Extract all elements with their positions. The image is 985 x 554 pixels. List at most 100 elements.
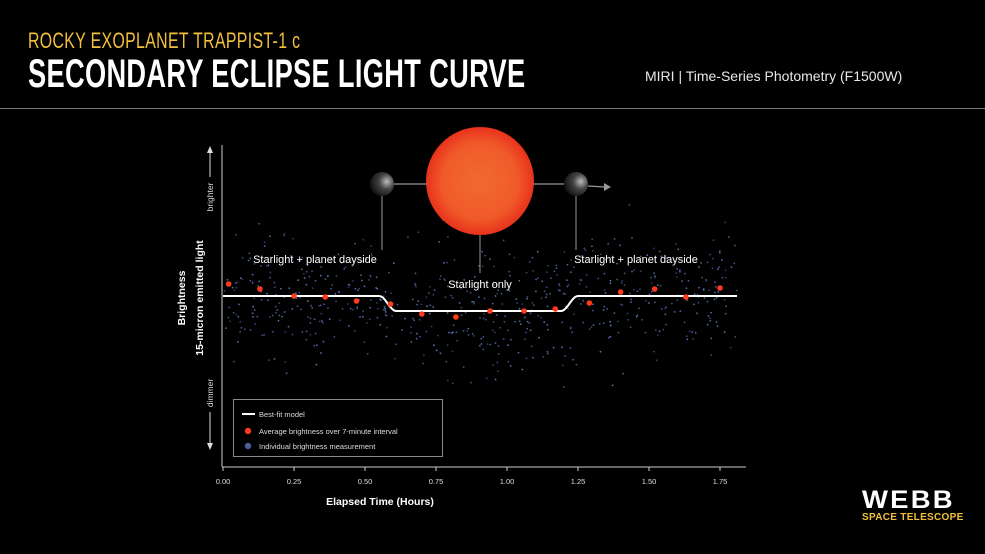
individual-measurement-point [273, 281, 276, 284]
individual-measurement-point [249, 257, 252, 259]
individual-measurement-point [543, 290, 546, 293]
individual-measurement-point [353, 330, 356, 332]
individual-measurement-point [283, 232, 286, 235]
individual-measurement-point [635, 315, 638, 318]
arrow-head-icon [604, 183, 611, 191]
individual-measurement-point [631, 237, 633, 239]
individual-measurement-point [561, 321, 563, 324]
individual-measurement-point [436, 349, 438, 351]
individual-measurement-point [253, 263, 256, 265]
individual-measurement-point [540, 297, 543, 300]
individual-measurement-point [410, 341, 413, 343]
individual-measurement-point [524, 316, 526, 319]
average-brightness-point [651, 286, 658, 292]
individual-measurement-point [592, 324, 595, 326]
individual-measurement-point [636, 290, 639, 292]
individual-measurement-point [239, 330, 242, 333]
individual-measurement-point [693, 293, 696, 296]
annotation-during: Starlight only [448, 279, 512, 291]
individual-measurement-point [501, 303, 504, 305]
individual-measurement-point [507, 360, 510, 363]
individual-measurement-point [517, 351, 520, 354]
individual-measurement-point [404, 317, 406, 320]
individual-measurement-point [439, 278, 441, 280]
individual-measurement-point [265, 265, 268, 267]
individual-measurement-point [235, 233, 238, 236]
individual-measurement-point [707, 315, 710, 317]
individual-measurement-point [291, 333, 294, 336]
individual-measurement-point [636, 314, 639, 317]
individual-measurement-point [437, 334, 439, 337]
individual-measurement-point [410, 331, 412, 334]
individual-measurement-point [673, 311, 676, 313]
individual-measurement-point [609, 320, 611, 323]
individual-measurement-point [318, 304, 320, 307]
individual-measurement-point [318, 320, 321, 323]
individual-measurement-point [371, 255, 373, 257]
individual-measurement-point [335, 275, 338, 277]
individual-measurement-point [535, 290, 537, 293]
individual-measurement-point [697, 301, 700, 304]
individual-measurement-point [521, 303, 524, 306]
individual-measurement-point [467, 334, 470, 336]
individual-measurement-point [725, 305, 727, 308]
individual-measurement-point [414, 282, 416, 285]
y-dimmer-label: dimmer [205, 379, 215, 408]
individual-measurement-point [493, 331, 496, 334]
individual-measurement-point [555, 264, 558, 267]
individual-measurement-point [703, 297, 706, 299]
individual-measurement-point [341, 308, 344, 310]
individual-measurement-point [347, 286, 350, 288]
individual-measurement-point [483, 312, 485, 315]
individual-measurement-point [285, 372, 288, 375]
individual-measurement-point [483, 297, 486, 300]
individual-measurement-point [545, 296, 547, 299]
individual-measurement-point [460, 306, 463, 309]
average-brightness-point [322, 294, 329, 300]
individual-measurement-point [648, 293, 651, 296]
individual-measurement-point [516, 302, 518, 304]
individual-measurement-point [616, 262, 618, 265]
individual-measurement-point [473, 302, 475, 305]
individual-measurement-point [252, 305, 255, 308]
individual-measurement-point [609, 324, 612, 327]
individual-measurement-point [675, 272, 678, 274]
individual-measurement-point [694, 332, 697, 334]
individual-measurement-point [679, 270, 681, 273]
individual-measurement-point [320, 352, 322, 354]
individual-measurement-point [564, 293, 567, 296]
individual-measurement-point [466, 290, 468, 293]
individual-measurement-point [717, 268, 719, 270]
individual-measurement-point [426, 305, 428, 308]
individual-measurement-point [489, 343, 491, 346]
individual-measurement-point [494, 342, 497, 344]
individual-measurement-point [570, 259, 573, 262]
individual-measurement-point [392, 262, 395, 264]
individual-measurement-point [486, 343, 489, 345]
individual-measurement-point [621, 280, 624, 282]
individual-measurement-point [425, 330, 428, 333]
individual-measurement-point [653, 247, 655, 250]
individual-measurement-point [311, 270, 313, 273]
individual-measurement-point [628, 204, 631, 206]
individual-measurement-point [644, 331, 647, 334]
individual-measurement-point [288, 287, 291, 290]
individual-measurement-point [319, 274, 322, 277]
individual-measurement-point [730, 266, 733, 269]
individual-measurement-point [258, 222, 261, 225]
x-ticks: 0.00 0.25 0.50 0.75 1.00 1.25 1.50 1.75 [216, 467, 727, 486]
individual-measurement-point [494, 295, 497, 297]
individual-measurement-point [333, 335, 336, 338]
individual-measurement-point [540, 316, 542, 319]
individual-measurement-point [314, 280, 317, 282]
individual-measurement-point [660, 255, 663, 258]
individual-measurement-point [684, 272, 686, 275]
individual-measurement-point [691, 331, 693, 333]
individual-measurement-point [650, 290, 653, 293]
individual-measurement-point [252, 315, 255, 318]
individual-measurement-point [283, 311, 286, 313]
individual-measurement-point [261, 334, 263, 337]
individual-measurement-point [306, 300, 309, 303]
individual-measurement-point [546, 324, 549, 326]
individual-measurement-point [588, 328, 591, 330]
